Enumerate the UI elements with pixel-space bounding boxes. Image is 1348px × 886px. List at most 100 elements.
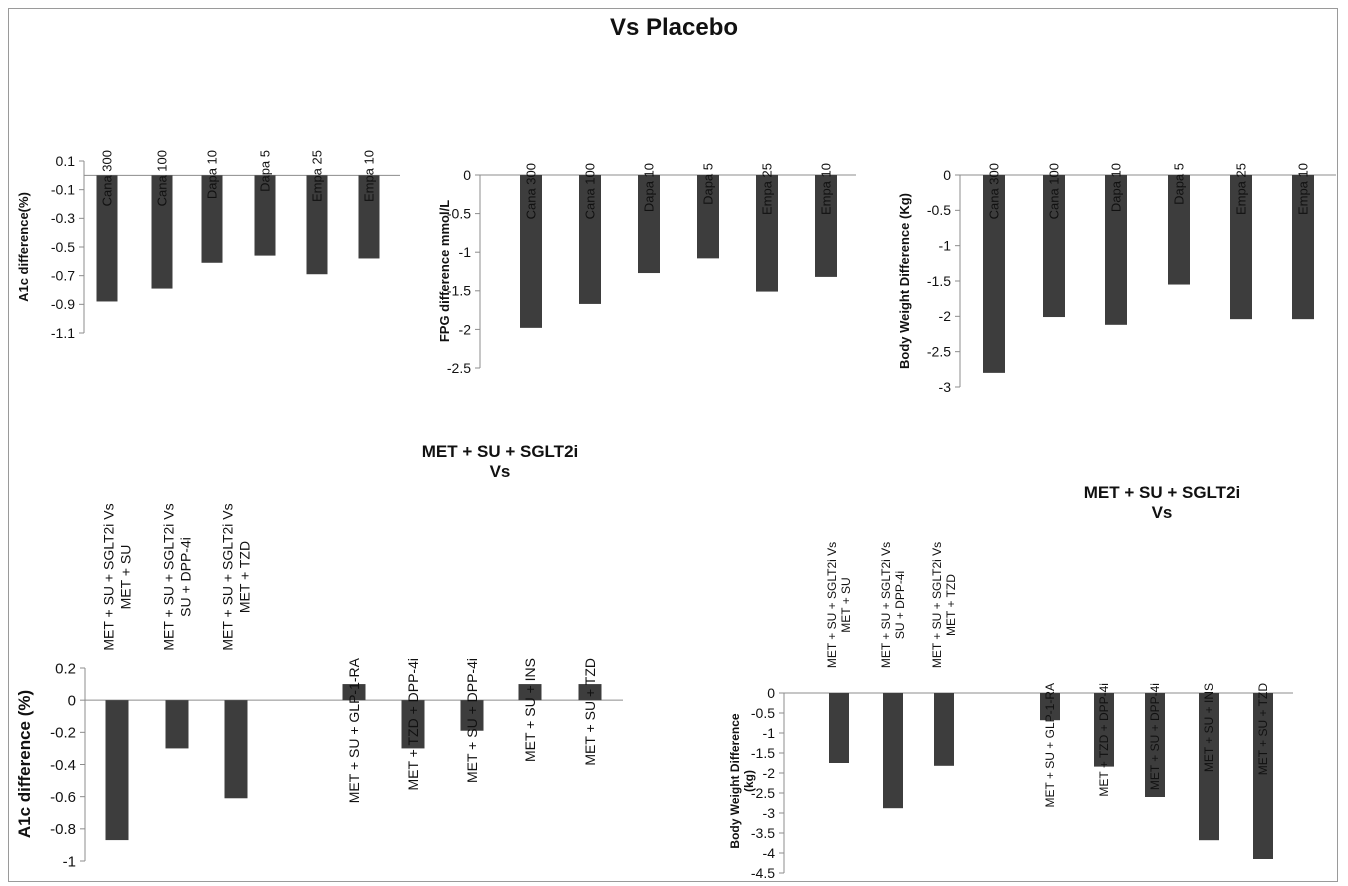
category-label: Dapa 10 <box>1109 163 1124 212</box>
bar <box>883 693 903 809</box>
y-tick-label: -2.5 <box>447 360 471 376</box>
category-label: Empa 25 <box>310 150 325 202</box>
y-tick-label: 0.2 <box>55 660 76 677</box>
group-title-left-line1: MET + SU + SGLT2i <box>421 442 579 461</box>
bar <box>1168 175 1190 285</box>
y-axis-label: FPG difference mmol/L <box>437 200 452 342</box>
bar <box>358 175 380 259</box>
category-label: MET + SU + DPP-4i <box>464 658 480 783</box>
y-tick-label: 0 <box>68 692 76 709</box>
y-tick-label: 0 <box>943 167 951 183</box>
chart-weight-sglt2i: 0 -0.5 -1 -1.5 -2 -2.5 -3 -3.5 -4 -4.5 MET + SU + … <box>728 542 1293 881</box>
group-title-right-line2: Vs <box>1151 503 1173 522</box>
y-tick-label: -1.5 <box>447 283 471 299</box>
category-label: Cana 300 <box>987 163 1002 219</box>
category-label: MET + SU + SGLT2i Vs <box>825 542 839 668</box>
bar <box>460 700 484 731</box>
group-title-right-line1: MET + SU + SGLT2i <box>1083 483 1241 502</box>
category-label: MET + TZD <box>944 574 958 636</box>
y-tick-label: -2 <box>763 765 776 781</box>
y-tick-label: -2 <box>459 321 472 337</box>
y-axis-label: Body Weight Difference <box>728 713 742 848</box>
category-label: Empa 25 <box>760 163 775 215</box>
y-tick-label: -4 <box>763 845 776 861</box>
category-label: Empa 10 <box>1296 163 1311 215</box>
bar <box>105 700 129 841</box>
bar <box>165 700 189 749</box>
category-label: MET + TZD + DPP-4i <box>405 658 421 791</box>
category-label: Cana 300 <box>100 150 115 206</box>
category-label: Empa 10 <box>362 150 377 202</box>
y-tick-label: -4.5 <box>751 865 775 881</box>
y-tick-label: -0.4 <box>50 757 76 774</box>
bar <box>342 684 366 701</box>
y-tick-label: -0.5 <box>927 202 951 218</box>
bar <box>578 684 602 701</box>
y-tick-label: -0.5 <box>751 705 775 721</box>
y-tick-label: -1.1 <box>51 325 75 341</box>
y-tick-label: 0.1 <box>56 153 76 169</box>
bar <box>224 700 248 799</box>
bar <box>306 175 328 275</box>
category-label: Cana 100 <box>583 163 598 219</box>
y-tick-label: -2.5 <box>751 785 775 801</box>
bar <box>1040 693 1060 721</box>
category-label: SU + DPP-4i <box>893 571 907 639</box>
y-tick-label: -0.6 <box>50 789 76 806</box>
category-label: MET + TZD <box>236 541 252 613</box>
bar <box>1253 693 1273 859</box>
bar <box>934 693 954 766</box>
bar <box>1145 693 1165 797</box>
category-label: Dapa 5 <box>701 163 716 205</box>
bar <box>1094 693 1114 767</box>
category-label: Empa 10 <box>819 163 834 215</box>
figure-frame <box>8 8 1338 882</box>
category-label: MET + SU + SGLT2i Vs <box>100 503 116 650</box>
category-label: MET + SU + GLP-1-RA <box>1043 683 1057 807</box>
category-label: MET + SU + SGLT2i Vs <box>930 542 944 668</box>
y-axis-label: Body Weight Difference (Kg) <box>897 193 912 369</box>
category-label: MET + SU + GLP-1-RA <box>346 657 362 803</box>
bar <box>201 175 223 263</box>
y-tick-label: -1.5 <box>927 273 951 289</box>
y-tick-label: 0 <box>767 685 775 701</box>
y-tick-label: -1 <box>763 725 776 741</box>
y-axis-label: A1c difference (%) <box>15 690 34 838</box>
category-label: Cana 300 <box>524 163 539 219</box>
y-tick-label: -1 <box>63 853 76 870</box>
y-tick-label: 0 <box>463 167 471 183</box>
group-title-left-line2: Vs <box>489 462 511 481</box>
category-label: MET + SU + DPP-4i <box>1148 683 1162 790</box>
group-title-left: MET + SU + SGLT2i Vs <box>370 442 630 482</box>
bar <box>1230 175 1252 320</box>
y-tick-label: -0.2 <box>50 725 76 742</box>
category-label: MET + SU + TZD <box>1256 683 1270 776</box>
y-tick-label: -2.5 <box>927 344 951 360</box>
y-tick-label: -3.5 <box>751 825 775 841</box>
category-label: MET + SU + TZD <box>582 658 598 766</box>
bar <box>638 175 660 274</box>
figure-title: Vs Placebo <box>609 14 739 41</box>
category-label: MET + SU + INS <box>1202 683 1216 772</box>
bar <box>983 175 1005 373</box>
category-label: MET + TZD + DPP-4i <box>1097 683 1111 797</box>
bar <box>1199 693 1219 841</box>
chart-fpg-placebo: 0 -0.5 -1 -1.5 -2 -2.5 Cana 300 Cana 100 Dapa 10… <box>437 163 856 376</box>
category-label: MET + SU + INS <box>522 658 538 762</box>
y-tick-label: -1.5 <box>751 745 775 761</box>
category-label: MET + SU + SGLT2i Vs <box>219 503 235 650</box>
category-label: Dapa 5 <box>1172 163 1187 205</box>
y-tick-label: -0.7 <box>51 268 75 284</box>
bar <box>518 684 542 701</box>
y-tick-label: -0.5 <box>51 239 75 255</box>
category-label: MET + SU <box>117 545 133 610</box>
bar <box>96 175 118 302</box>
y-tick-label: -3 <box>939 379 952 395</box>
group-title-right: MET + SU + SGLT2i Vs <box>1032 483 1292 523</box>
y-tick-label: -1 <box>459 244 472 260</box>
y-axis-label: (kg) <box>742 770 756 792</box>
bar <box>829 693 849 763</box>
y-tick-label: -0.1 <box>51 182 75 198</box>
bar <box>254 175 276 256</box>
